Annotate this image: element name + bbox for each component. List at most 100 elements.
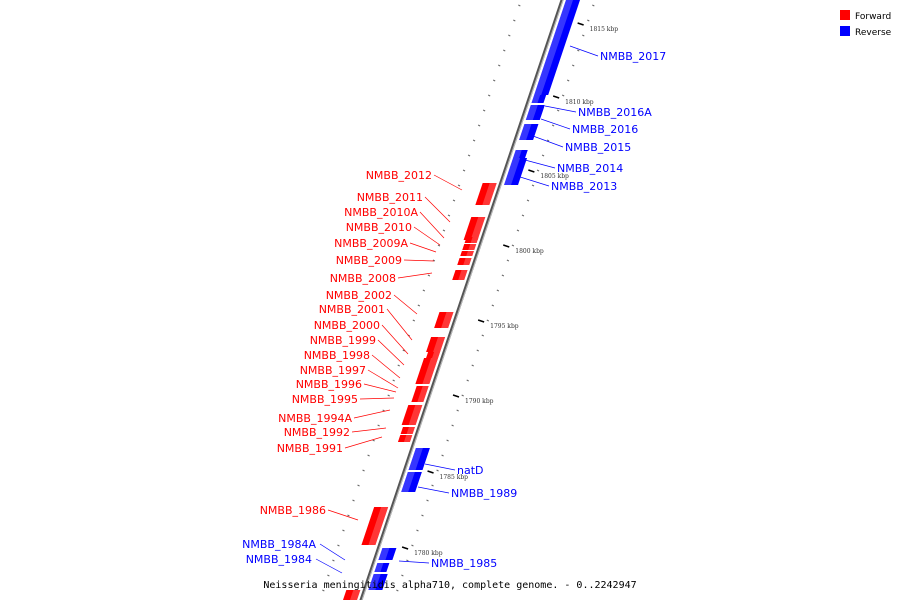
label-leader-line bbox=[403, 259, 435, 262]
forward-gene[interactable] bbox=[463, 217, 486, 240]
forward-gene[interactable] bbox=[457, 258, 472, 265]
forward-gene-label[interactable]: NMBB_1992 bbox=[284, 426, 350, 439]
gene-shading bbox=[504, 158, 521, 185]
minor-tick bbox=[446, 439, 449, 442]
forward-gene[interactable] bbox=[340, 590, 361, 600]
kbp-tick-label: 1795 kbp bbox=[490, 323, 519, 330]
forward-gene-label[interactable]: NMBB_1995 bbox=[292, 393, 358, 406]
reverse-gene[interactable] bbox=[378, 548, 397, 560]
gene-shading bbox=[419, 391, 428, 396]
minor-tick bbox=[456, 409, 459, 412]
forward-gene[interactable] bbox=[426, 337, 446, 352]
minor-tick bbox=[442, 229, 446, 232]
minor-tick bbox=[471, 364, 474, 367]
forward-gene[interactable] bbox=[400, 427, 415, 434]
reverse-gene[interactable] bbox=[534, 0, 583, 95]
minor-tick bbox=[521, 214, 525, 217]
gene-shading bbox=[458, 270, 468, 280]
minor-tick bbox=[447, 214, 451, 217]
forward-gene-label[interactable]: NMBB_2008 bbox=[330, 272, 396, 285]
forward-gene-label[interactable]: NMBB_2009 bbox=[336, 254, 402, 267]
forward-gene[interactable] bbox=[397, 435, 413, 442]
minor-tick bbox=[518, 4, 521, 7]
forward-gene[interactable] bbox=[415, 386, 429, 391]
reverse-gene-label[interactable]: NMBB_2017 bbox=[600, 50, 666, 63]
genome-backbone-highlight bbox=[361, 0, 564, 600]
reverse-gene[interactable] bbox=[513, 150, 528, 158]
forward-gene-label[interactable]: NMBB_2009A bbox=[334, 237, 408, 250]
forward-gene-label[interactable]: NMBB_2001 bbox=[319, 303, 385, 316]
minor-tick bbox=[582, 34, 585, 37]
label-leader-line bbox=[371, 354, 401, 379]
forward-gene[interactable] bbox=[411, 396, 426, 402]
forward-gene-label[interactable]: NMBB_1994A bbox=[278, 412, 352, 425]
forward-gene[interactable] bbox=[475, 183, 497, 205]
gene-shading bbox=[403, 435, 413, 442]
label-leader-line bbox=[393, 294, 418, 315]
minor-tick bbox=[352, 499, 355, 502]
minor-tick bbox=[402, 349, 405, 352]
minor-tick bbox=[387, 394, 390, 397]
reverse-gene[interactable] bbox=[504, 158, 528, 185]
reverse-gene-label[interactable]: NMBB_1984A bbox=[242, 538, 316, 551]
gene-shading bbox=[432, 352, 441, 358]
minor-tick bbox=[396, 589, 399, 592]
minor-tick bbox=[556, 109, 560, 112]
minor-tick bbox=[337, 544, 340, 547]
label-leader-line bbox=[351, 427, 387, 433]
label-leader-line bbox=[367, 369, 399, 389]
forward-gene-label[interactable]: NMBB_2012 bbox=[366, 169, 432, 182]
reverse-gene[interactable] bbox=[408, 448, 430, 470]
minor-tick bbox=[503, 49, 506, 52]
reverse-gene[interactable] bbox=[525, 105, 545, 120]
forward-gene[interactable] bbox=[415, 358, 439, 384]
reverse-gene-label[interactable]: NMBB_2016A bbox=[578, 106, 652, 119]
forward-gene-label[interactable]: NMBB_1998 bbox=[304, 349, 370, 362]
reverse-gene[interactable] bbox=[531, 95, 547, 103]
minor-tick bbox=[452, 199, 456, 202]
forward-gene[interactable] bbox=[460, 251, 474, 256]
reverse-gene-label[interactable]: NMBB_2016 bbox=[572, 123, 638, 136]
reverse-gene[interactable] bbox=[368, 574, 388, 590]
reverse-gene-label[interactable]: NMBB_2015 bbox=[565, 141, 631, 154]
forward-gene-label[interactable]: NMBB_2002 bbox=[326, 289, 392, 302]
forward-gene[interactable] bbox=[452, 270, 468, 280]
reverse-gene-label[interactable]: NMBB_2013 bbox=[551, 180, 617, 193]
forward-gene-label[interactable]: NMBB_1991 bbox=[277, 442, 343, 455]
label-leader-line bbox=[319, 543, 346, 561]
minor-tick bbox=[367, 454, 370, 457]
forward-gene[interactable] bbox=[462, 244, 477, 250]
reverse-gene-label[interactable]: NMBB_2014 bbox=[557, 162, 623, 175]
forward-gene[interactable] bbox=[361, 507, 389, 545]
reverse-gene-label[interactable]: NMBB_1984 bbox=[246, 553, 312, 566]
label-leader-line bbox=[315, 558, 343, 574]
forward-gene-label[interactable]: NMBB_1999 bbox=[310, 334, 376, 347]
reverse-gene-label[interactable]: natD bbox=[457, 464, 484, 477]
minor-tick bbox=[362, 469, 365, 472]
label-leader-line bbox=[540, 118, 571, 130]
gene-shading bbox=[378, 548, 390, 560]
forward-gene[interactable] bbox=[401, 405, 423, 425]
minor-tick bbox=[511, 244, 515, 247]
forward-gene[interactable] bbox=[464, 237, 479, 243]
kbp-tick-label: 1785 kbp bbox=[440, 474, 469, 481]
reverse-gene-label[interactable]: NMBB_1989 bbox=[451, 487, 517, 500]
label-leader-line bbox=[532, 135, 564, 148]
forward-gene-label[interactable]: NMBB_2011 bbox=[357, 191, 423, 204]
major-tick bbox=[401, 546, 409, 550]
gene-shading bbox=[531, 95, 541, 103]
reverse-gene-label[interactable]: NMBB_1985 bbox=[431, 557, 497, 570]
forward-gene[interactable] bbox=[413, 391, 428, 396]
forward-gene-label[interactable]: NMBB_1996 bbox=[296, 378, 362, 391]
forward-gene-label[interactable]: NMBB_1986 bbox=[260, 504, 326, 517]
forward-gene[interactable] bbox=[426, 352, 441, 358]
gene-shading bbox=[513, 150, 522, 158]
kbp-tick-label: 1800 kbp bbox=[515, 248, 544, 255]
forward-gene-label[interactable]: NMBB_2010 bbox=[346, 221, 412, 234]
reverse-gene[interactable] bbox=[401, 472, 422, 492]
forward-gene[interactable] bbox=[434, 312, 454, 328]
reverse-gene[interactable] bbox=[374, 563, 390, 572]
forward-gene-label[interactable]: NMBB_1997 bbox=[300, 364, 366, 377]
forward-gene-label[interactable]: NMBB_2000 bbox=[314, 319, 380, 332]
forward-gene-label[interactable]: NMBB_2010A bbox=[344, 206, 418, 219]
